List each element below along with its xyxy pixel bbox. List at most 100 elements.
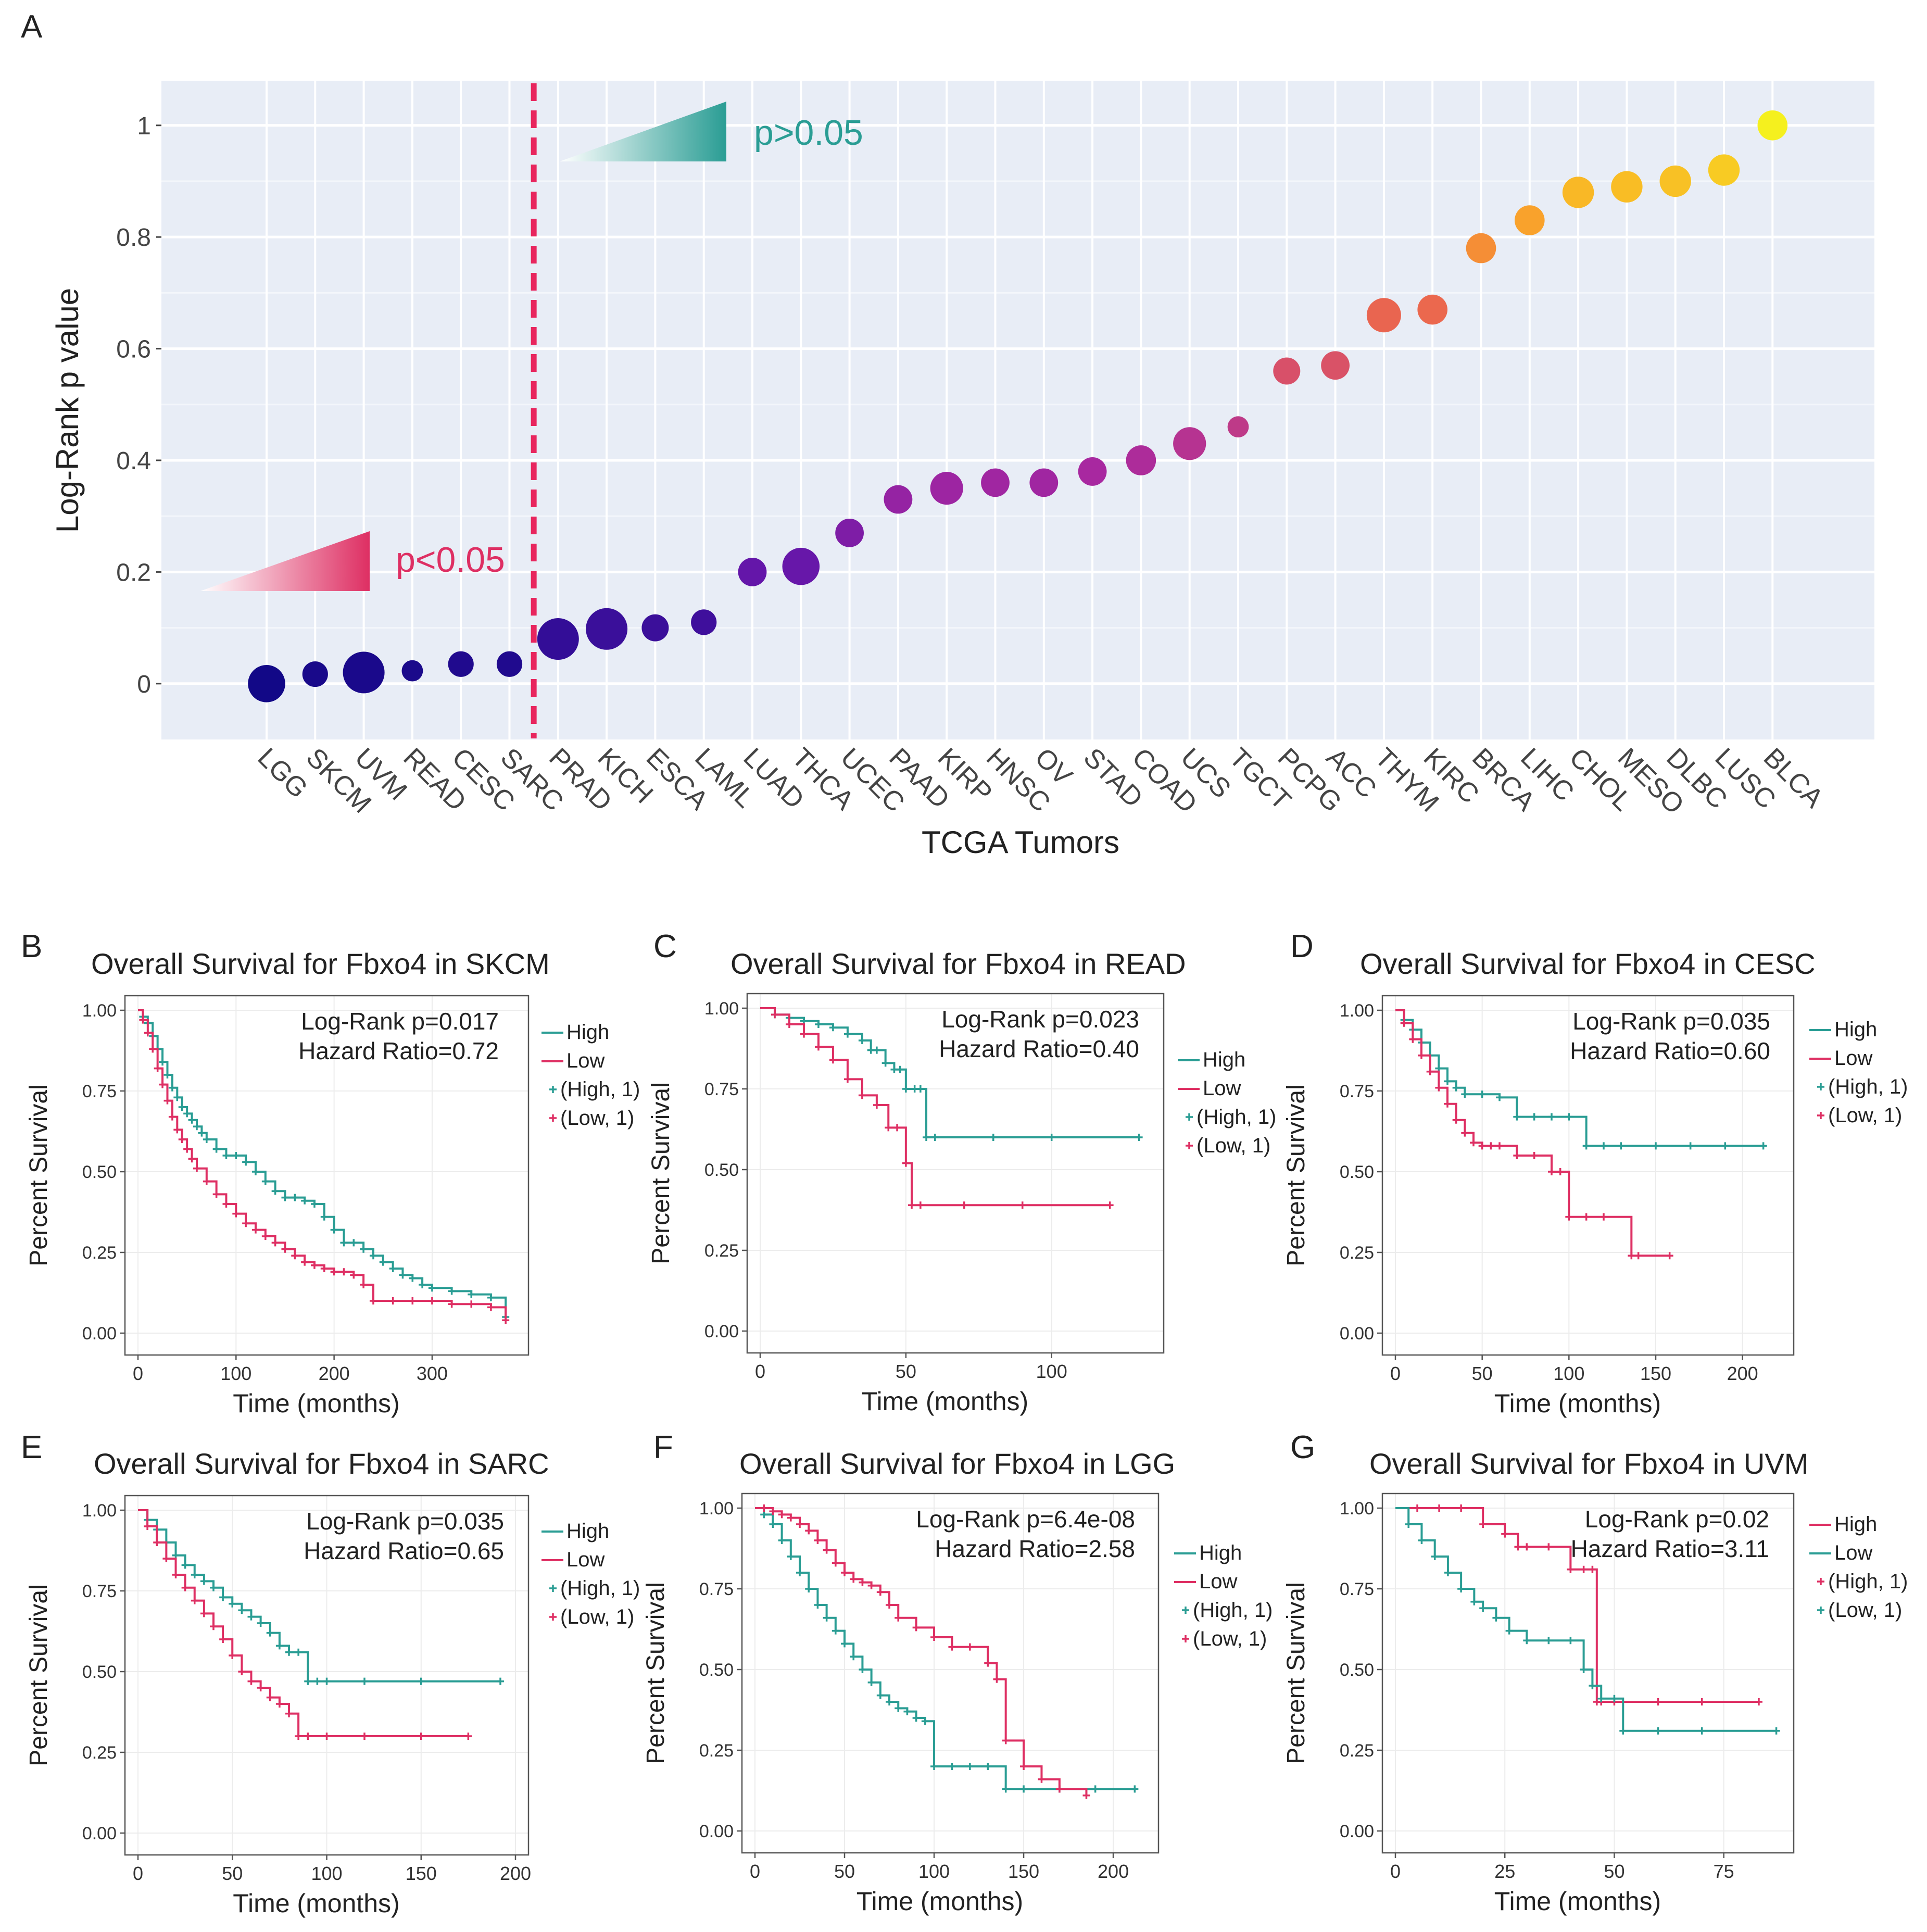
y-tick-label: 0.2 — [116, 559, 151, 586]
y-tick-label: 0.25 — [704, 1241, 739, 1261]
censor-mark — [238, 1668, 246, 1675]
censor-mark — [222, 1200, 230, 1208]
panel-f-km-lgg: Overall Survival for Fbxo4 in LGG 0.00 0.2… — [642, 1447, 1273, 1916]
y-tick-label: 0.75 — [704, 1080, 739, 1099]
x-tick-label: 0 — [1390, 1861, 1401, 1882]
censor-mark — [778, 1511, 786, 1519]
x-tick-label: 100 — [220, 1363, 251, 1384]
censor-mark — [172, 1571, 180, 1578]
censor-mark — [1452, 1084, 1460, 1092]
legend-censor-mark — [549, 1585, 557, 1592]
censor-mark — [1496, 1142, 1503, 1150]
censor-mark — [930, 1634, 938, 1641]
y-axis-title: Percent Survival — [25, 1584, 53, 1766]
censor-mark — [1545, 1637, 1553, 1645]
censor-mark — [153, 1539, 161, 1546]
censor-mark — [191, 1571, 198, 1578]
censor-mark — [183, 1145, 191, 1153]
pink-gradient-triangle — [200, 531, 370, 591]
censor-mark — [295, 1733, 303, 1740]
censor-mark — [350, 1271, 358, 1279]
censor-mark — [984, 1763, 992, 1770]
legend-label: (Low, 1) — [1196, 1134, 1270, 1157]
censor-mark — [796, 1569, 804, 1576]
log-rank-text: Log-Rank p=0.023 — [941, 1006, 1139, 1033]
y-tick-label: 0.00 — [704, 1322, 739, 1341]
censor-mark — [275, 1642, 283, 1650]
censor-mark — [285, 1710, 293, 1717]
censor-mark — [210, 1623, 217, 1630]
censor-mark — [399, 1271, 407, 1279]
censor-mark — [183, 1110, 191, 1118]
censor-mark — [1580, 1666, 1588, 1673]
censor-mark — [323, 1677, 331, 1685]
y-axis-title: Percent Survival — [1282, 1084, 1310, 1266]
panel-label-e: E — [21, 1429, 42, 1465]
censor-mark — [760, 1511, 768, 1519]
censor-mark — [989, 1134, 997, 1141]
bubble-uvm — [343, 651, 385, 694]
censor-mark — [1457, 1504, 1465, 1512]
plot-title: Overall Survival for Fbxo4 in SKCM — [91, 947, 550, 980]
censor-mark — [1548, 1168, 1555, 1175]
hazard-ratio-text: Hazard Ratio=0.40 — [939, 1035, 1139, 1062]
censor-mark — [173, 1126, 181, 1134]
legend-label: Low — [1834, 1047, 1872, 1070]
censor-mark — [785, 1021, 793, 1028]
y-tick-label: 0.00 — [82, 1824, 117, 1843]
bubble-ucec — [835, 518, 864, 547]
y-tick-label: 0 — [137, 671, 151, 698]
censor-mark — [787, 1553, 795, 1560]
legend-label: High — [566, 1520, 609, 1542]
y-axis-title: Percent Survival — [1282, 1582, 1310, 1764]
legend-label: Low — [1834, 1541, 1872, 1564]
x-tick-label: LGG — [252, 742, 314, 804]
censor-mark — [1523, 1637, 1531, 1645]
y-tick-label: 0.50 — [1340, 1660, 1374, 1680]
x-axis-title: Time (months) — [857, 1887, 1023, 1916]
censor-mark — [203, 1136, 210, 1143]
censor-mark — [1628, 1252, 1635, 1260]
y-tick-label: 0.8 — [116, 224, 151, 252]
censor-mark — [832, 1627, 839, 1635]
censor-mark — [181, 1561, 189, 1569]
censor-mark — [1654, 1698, 1662, 1705]
censor-mark — [139, 1016, 147, 1024]
censor-mark — [275, 1700, 283, 1708]
censor-mark — [1487, 1142, 1495, 1150]
censor-mark — [163, 1071, 171, 1078]
legend-label: (High, 1) — [560, 1577, 640, 1600]
y-tick-label: 0.25 — [1340, 1243, 1374, 1263]
x-tick-label: 0 — [133, 1863, 143, 1884]
censor-mark — [1686, 1142, 1694, 1150]
censor-mark — [193, 1164, 200, 1172]
censor-mark — [1496, 1094, 1503, 1101]
censor-mark — [210, 1584, 217, 1591]
x-tick-label: 100 — [1553, 1363, 1584, 1384]
y-tick-label: 1.00 — [82, 1001, 117, 1021]
censor-mark — [895, 1704, 902, 1712]
annotation-p-less: p<0.05 — [396, 540, 505, 580]
legend-label: (Low, 1) — [560, 1107, 634, 1130]
censor-mark — [948, 1763, 956, 1770]
censor-mark — [361, 1733, 368, 1740]
censor-mark — [330, 1226, 338, 1234]
legend-label: (High, 1) — [1196, 1106, 1276, 1128]
censor-mark — [178, 1136, 186, 1143]
censor-mark — [832, 1559, 839, 1567]
censor-mark — [242, 1158, 250, 1166]
censor-mark — [1505, 1627, 1513, 1635]
censor-mark — [1698, 1698, 1706, 1705]
censor-mark — [313, 1677, 321, 1685]
censor-mark — [1582, 1142, 1590, 1150]
legend-label: (High, 1) — [1828, 1075, 1908, 1098]
censor-mark — [149, 1045, 157, 1053]
censor-mark — [931, 1134, 939, 1141]
censor-mark — [895, 1614, 902, 1622]
x-axis-title: Time (months) — [1494, 1389, 1661, 1418]
y-axis-title: Percent Survival — [25, 1084, 53, 1266]
bubble-paad — [884, 485, 913, 514]
censor-mark — [829, 1056, 837, 1064]
bubble-blca — [1757, 110, 1788, 141]
censor-mark — [350, 1239, 358, 1247]
